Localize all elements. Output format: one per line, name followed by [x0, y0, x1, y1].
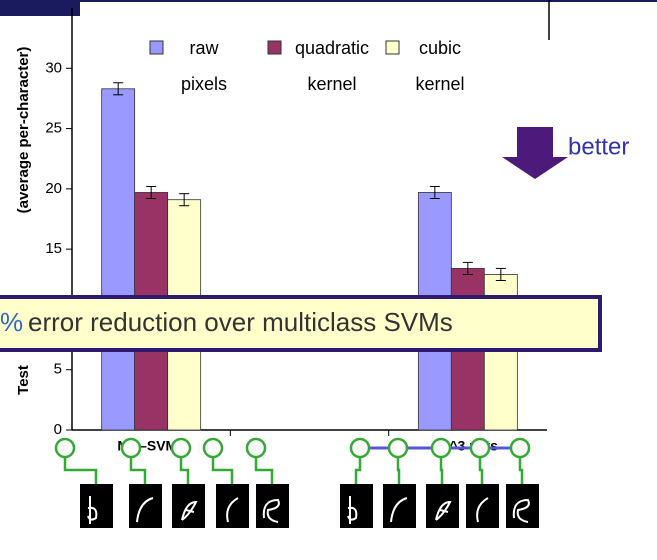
node-link — [131, 456, 145, 484]
y-tick-label: 15 — [45, 240, 62, 257]
node-link — [441, 456, 442, 484]
legend-swatch — [268, 41, 281, 54]
node-link — [65, 456, 96, 484]
bar — [102, 89, 135, 430]
node-link — [213, 456, 232, 484]
better-arrow — [502, 127, 568, 179]
node — [204, 439, 222, 457]
node — [471, 439, 489, 457]
node — [247, 439, 265, 457]
node-link — [256, 456, 272, 484]
char-image — [466, 484, 499, 528]
char-image — [383, 484, 416, 528]
annotation: better — [568, 133, 629, 160]
node — [172, 439, 190, 457]
node — [56, 439, 74, 457]
node — [351, 439, 369, 457]
y-tick-label: 0 — [54, 421, 62, 438]
y-axis-label: (average per-character) — [15, 47, 32, 214]
legend-label: raw pixels — [168, 30, 240, 102]
y-tick-label: 5 — [54, 361, 62, 378]
node — [432, 439, 450, 457]
y-tick-label: 20 — [45, 180, 62, 197]
slide: 051015202530(average per-character)TestM… — [0, 0, 657, 560]
char-image — [216, 484, 249, 528]
banner-text: error reduction over multiclass SVMs — [28, 307, 453, 337]
legend-label: quadratic kernel — [282, 30, 382, 102]
node-link — [181, 456, 188, 484]
header-band — [0, 0, 80, 16]
legend-swatch — [150, 41, 163, 54]
node-link — [520, 456, 522, 484]
legend-label: cubic kernel — [400, 30, 480, 102]
node — [389, 439, 407, 457]
node-link — [480, 456, 482, 484]
legend-swatch — [386, 41, 399, 54]
node — [511, 439, 529, 457]
y-axis-label: Test — [15, 365, 32, 395]
char-image — [80, 484, 113, 528]
node-link — [356, 456, 360, 484]
banner-symbol: % — [0, 307, 23, 337]
y-tick-label: 30 — [45, 59, 62, 76]
char-image — [129, 484, 162, 528]
node — [122, 439, 140, 457]
y-tick-label: 25 — [45, 120, 62, 137]
node-link — [398, 456, 399, 484]
char-image — [340, 484, 373, 528]
